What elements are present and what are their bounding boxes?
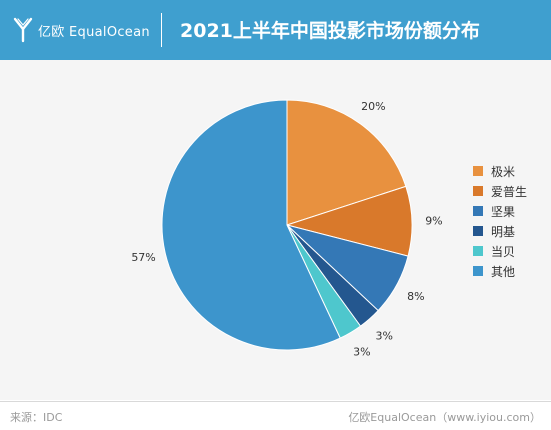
slice-label-1: 9% [425,214,442,227]
footer-divider [0,401,551,402]
pie-slices [161,99,413,351]
header-divider [161,13,162,47]
header-banner: 亿欧 EqualOcean 2021上半年中国投影市场份额分布 [0,0,551,60]
source-note: 来源：IDC [10,411,63,424]
logo-text: 亿欧 EqualOcean [38,24,150,40]
legend-swatch [473,166,483,176]
legend-label: 极米 [491,164,516,179]
chart-title: 2021上半年中国投影市场份额分布 [180,20,480,42]
legend-label: 明基 [491,224,516,239]
pie-slice-0 [286,99,407,226]
legend-swatch [473,246,483,256]
pie-labels: 20% 9% 8% 3% 3% 57% [131,100,442,358]
slice-label-4: 3% [353,346,370,359]
legend-label: 其他 [491,264,516,279]
legend-item: 极米 [473,162,527,180]
legend-item: 爱普生 [473,182,527,200]
legend-swatch [473,206,483,216]
legend-label: 爱普生 [491,184,528,199]
legend-label: 坚果 [491,204,516,219]
slice-label-5: 57% [131,251,155,264]
legend-swatch [473,186,483,196]
legend-swatch [473,266,483,276]
chart-legend: 极米爱普生坚果明基当贝其他 [473,162,527,282]
legend-label: 当贝 [491,244,516,259]
legend-item: 坚果 [473,202,527,220]
pie-chart: 20% 9% 8% 3% 3% 57% [131,99,443,359]
credit-note: 亿欧EqualOcean（www.iyiou.com） [348,411,541,424]
slice-label-0: 20% [361,100,385,113]
legend-item: 明基 [473,222,527,240]
chart-area: 20% 9% 8% 3% 3% 57% 极米爱普生坚果明基当贝其他 [0,60,551,400]
equalocean-logo-icon [13,17,33,43]
pie-slice-5 [161,99,341,351]
slice-label-2: 8% [407,290,424,303]
slice-label-3: 3% [375,329,392,342]
legend-item: 当贝 [473,242,527,260]
brand-logo: 亿欧 EqualOcean [12,14,150,46]
legend-swatch [473,226,483,236]
legend-item: 其他 [473,262,527,280]
